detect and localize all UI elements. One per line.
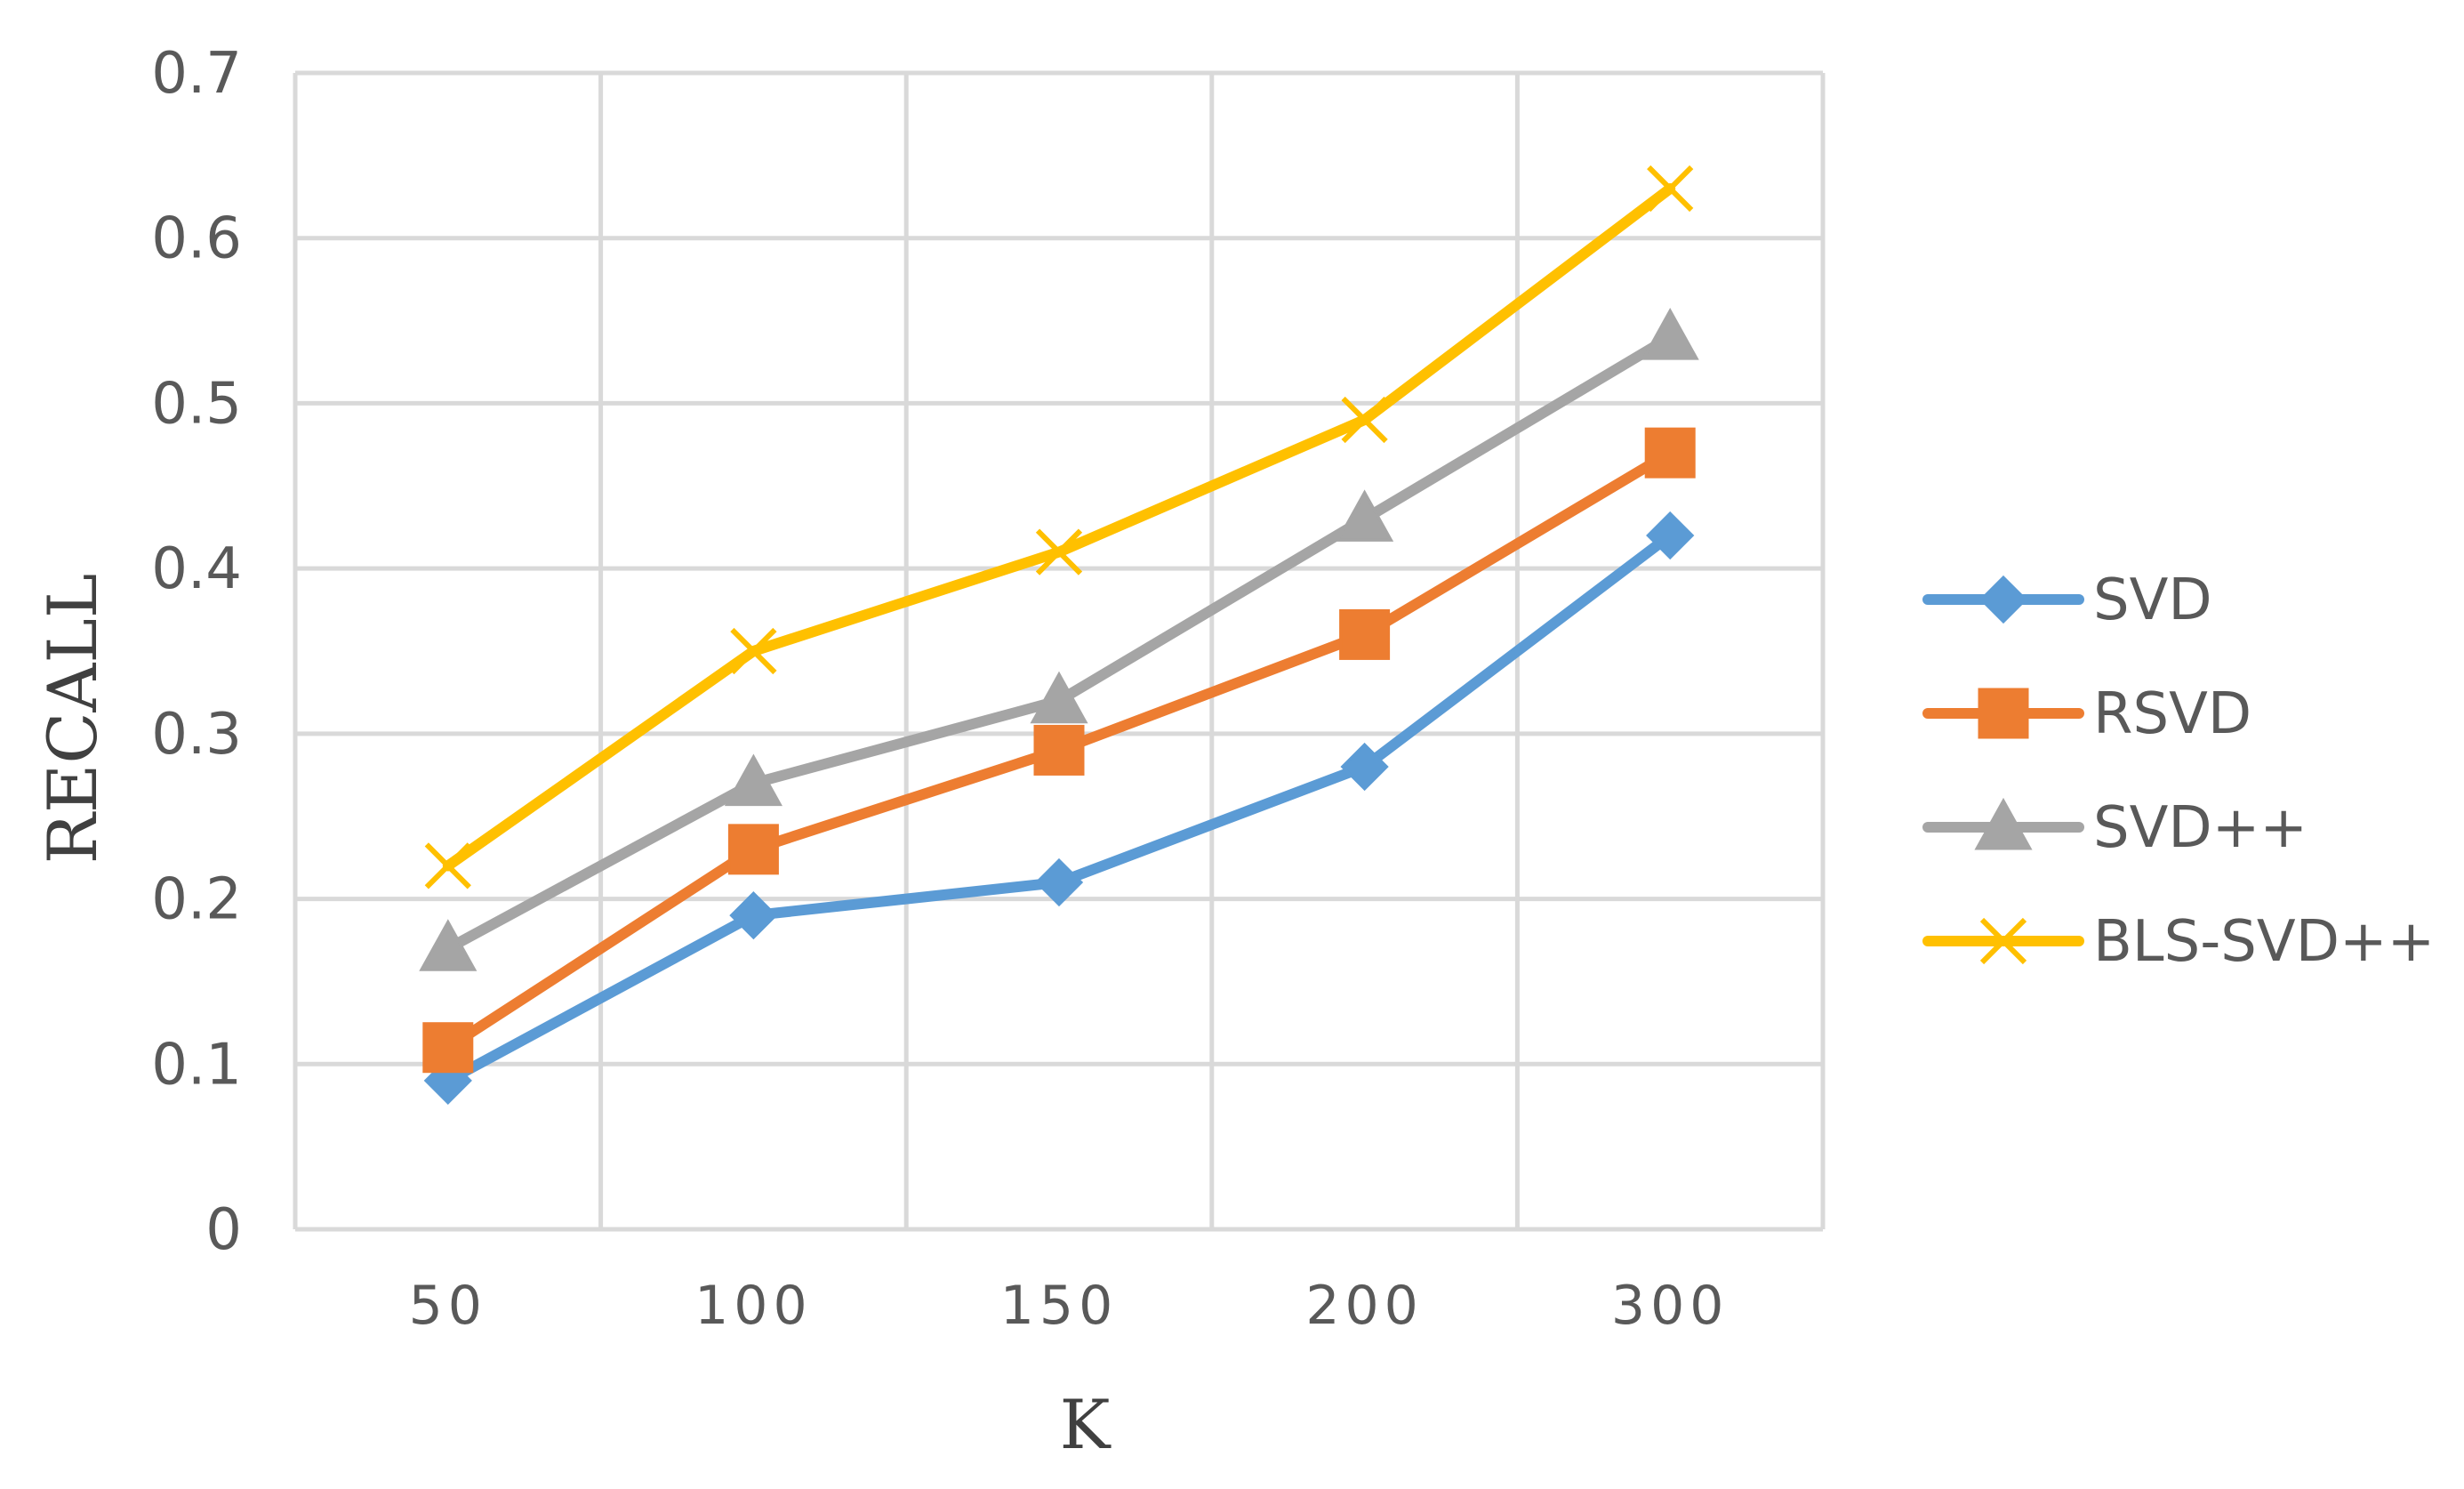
data-point-square	[1644, 427, 1696, 479]
y-axis-title: RECALL	[33, 574, 112, 865]
y-tick-label: 0.1	[151, 1032, 242, 1098]
series-group	[419, 165, 1699, 1105]
legend: SVD RSVD SVD++ BLS-SVD++	[1922, 567, 2435, 975]
data-point-triangle	[1030, 671, 1088, 724]
y-tick-label: 0.5	[151, 371, 242, 437]
legend-item: SVD	[1922, 567, 2212, 633]
data-point-triangle	[1336, 489, 1394, 542]
data-point-x	[1647, 165, 1694, 213]
x-tick-label: 300	[1611, 1275, 1730, 1337]
x-tick-labels: 50 100 150 200 300	[409, 1275, 1730, 1337]
series-bls-svd-	[424, 165, 1694, 889]
data-point-triangle	[419, 919, 478, 971]
y-tick-label: 0.2	[151, 867, 242, 933]
series-svd	[423, 511, 1695, 1105]
legend-marker-triangle	[1974, 797, 2033, 850]
data-point-square	[1339, 608, 1391, 660]
data-point-triangle	[724, 753, 783, 807]
legend-label: BLS-SVD++	[2093, 909, 2435, 975]
legend-marker-square	[1978, 688, 2029, 739]
series-svd-	[419, 308, 1699, 971]
data-point-x	[730, 627, 777, 675]
y-tick-label: 0.7	[151, 41, 242, 107]
x-tick-label: 50	[409, 1275, 487, 1337]
y-tick-labels: 0 0.1 0.2 0.3 0.4 0.5 0.6 0.7	[151, 41, 242, 1263]
data-point-x	[1341, 396, 1388, 444]
legend-item: BLS-SVD++	[1922, 909, 2435, 975]
data-point-diamond	[1034, 857, 1084, 907]
legend-marker-diamond	[1978, 575, 2028, 624]
legend-label: RSVD	[2093, 681, 2251, 747]
legend-label: SVD	[2093, 567, 2212, 633]
legend-item: SVD++	[1922, 795, 2307, 861]
y-tick-label: 0.6	[151, 206, 242, 272]
data-point-triangle	[1641, 308, 1699, 360]
data-point-x	[424, 842, 471, 889]
x-tick-label: 200	[1305, 1275, 1424, 1337]
x-axis-title: K	[1060, 1385, 1112, 1464]
data-point-x	[1035, 528, 1083, 575]
data-point-diamond	[1340, 742, 1389, 792]
x-tick-label: 150	[1000, 1275, 1119, 1337]
y-tick-label: 0.4	[151, 536, 242, 602]
y-tick-label: 0	[205, 1197, 242, 1263]
legend-marker-x	[1979, 917, 2027, 965]
data-point-square	[422, 1022, 474, 1074]
y-tick-label: 0.3	[151, 702, 242, 768]
x-tick-label: 100	[694, 1275, 813, 1337]
data-point-diamond	[1646, 511, 1695, 560]
series-line	[442, 530, 1676, 1086]
data-point-diamond	[729, 891, 778, 940]
series-rsvd	[422, 427, 1696, 1074]
legend-label: SVD++	[2093, 795, 2307, 861]
series-line	[442, 332, 1676, 954]
data-point-square	[1033, 724, 1085, 776]
legend-item: RSVD	[1922, 681, 2251, 747]
data-point-square	[727, 824, 779, 875]
